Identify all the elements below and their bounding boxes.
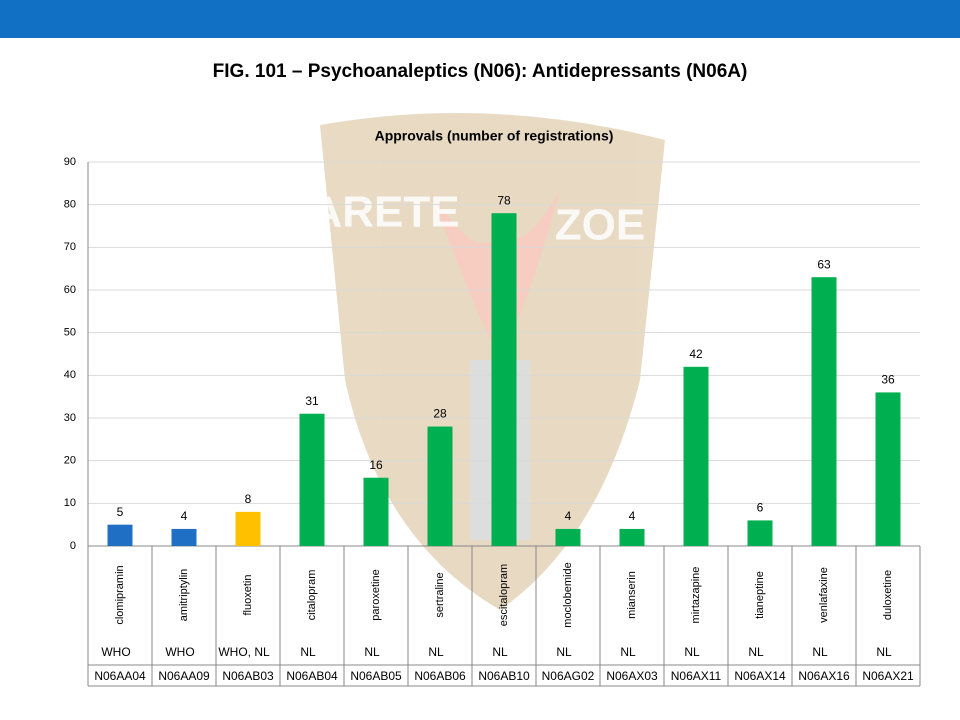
- value-label: 4: [181, 509, 188, 523]
- value-label: 78: [497, 193, 511, 207]
- y-tick-label: 90: [64, 156, 76, 168]
- value-label: 31: [305, 394, 319, 408]
- y-tick-label: 80: [64, 199, 76, 211]
- bar: [811, 277, 837, 546]
- code-label: N06AX14: [734, 669, 786, 683]
- x-tick-label: duloxetine: [882, 570, 894, 620]
- watermark-text: ARETE: [310, 188, 459, 237]
- code-label: N06AB10: [478, 669, 530, 683]
- chart-subtitle: Approvals (number of registrations): [375, 128, 614, 144]
- bar: [555, 528, 581, 546]
- code-label: N06AX03: [606, 669, 658, 683]
- y-tick-label: 10: [64, 497, 76, 509]
- code-label: N06AB04: [286, 669, 338, 683]
- value-label: 16: [369, 458, 383, 472]
- bar: [683, 366, 709, 546]
- source-label: NL: [300, 645, 316, 659]
- code-label: N06AX11: [671, 669, 722, 683]
- code-label: N06AG02: [542, 669, 595, 683]
- chart-title: FIG. 101 – Psychoanaleptics (N06): Antid…: [213, 61, 748, 82]
- value-label: 63: [817, 257, 831, 271]
- code-label: N06AX21: [862, 669, 914, 683]
- source-label: NL: [620, 645, 636, 659]
- x-tick-label: citalopram: [306, 570, 318, 621]
- value-label: 4: [565, 509, 572, 523]
- bar: [427, 426, 453, 546]
- x-tick-label: paroxetine: [370, 569, 382, 620]
- y-tick-label: 0: [70, 540, 76, 552]
- bar: [235, 511, 261, 546]
- source-label: WHO: [101, 645, 130, 659]
- code-label: N06AB03: [222, 669, 274, 683]
- code-label: N06AB06: [414, 669, 466, 683]
- value-label: 42: [689, 347, 703, 361]
- bar: [299, 413, 325, 546]
- source-label: NL: [876, 645, 892, 659]
- source-label: NL: [364, 645, 380, 659]
- y-tick-label: 40: [64, 369, 76, 381]
- x-tick-label: moclobemide: [562, 562, 574, 627]
- x-tick-label: tianeptine: [754, 571, 766, 619]
- source-label: NL: [684, 645, 700, 659]
- bar: [619, 528, 645, 546]
- value-label: 28: [433, 407, 447, 421]
- header-band: [0, 0, 960, 38]
- x-tick-label: sertraline: [434, 572, 446, 617]
- bar: [107, 524, 133, 546]
- x-tick-label: escitalopram: [498, 564, 510, 626]
- x-tick-label: fluoxetin: [242, 575, 254, 616]
- bar: [875, 392, 901, 546]
- source-label: WHO, NL: [218, 645, 270, 659]
- source-label: NL: [748, 645, 764, 659]
- source-label: NL: [812, 645, 828, 659]
- source-label: NL: [428, 645, 444, 659]
- value-label: 8: [245, 492, 252, 506]
- x-tick-label: venlafaxine: [818, 567, 830, 623]
- code-label: N06AB05: [350, 669, 402, 683]
- code-label: N06AA04: [94, 669, 146, 683]
- source-label: NL: [492, 645, 508, 659]
- value-label: 5: [117, 505, 124, 519]
- bar: [747, 520, 773, 546]
- value-label: 6: [757, 501, 764, 515]
- x-tick-label: mirtazapine: [690, 567, 702, 624]
- x-tick-label: clomipramin: [114, 565, 126, 624]
- code-label: N06AA09: [158, 669, 210, 683]
- value-label: 4: [629, 509, 636, 523]
- bar: [171, 528, 197, 546]
- source-label: WHO: [165, 645, 194, 659]
- bar: [491, 213, 517, 546]
- y-tick-label: 30: [64, 412, 76, 424]
- bar: [363, 477, 389, 546]
- watermark-text: ZOE: [555, 201, 645, 250]
- y-tick-label: 20: [64, 455, 76, 467]
- code-label: N06AX16: [798, 669, 850, 683]
- y-tick-label: 50: [64, 327, 76, 339]
- x-tick-label: mianserin: [626, 571, 638, 619]
- source-label: NL: [556, 645, 572, 659]
- y-tick-label: 60: [64, 284, 76, 296]
- y-tick-label: 70: [64, 241, 76, 253]
- x-tick-label: amitriptylin: [178, 569, 190, 622]
- value-label: 36: [881, 373, 895, 387]
